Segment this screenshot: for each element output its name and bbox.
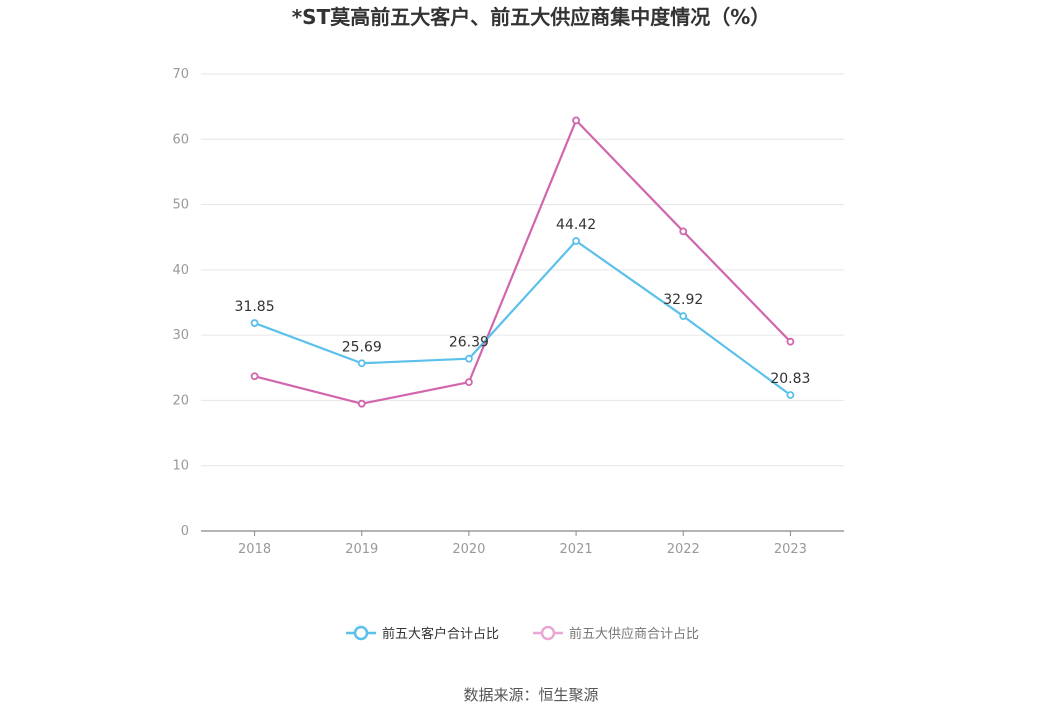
chart-title: *ST莫高前五大客户、前五大供应商集中度情况（%） [292, 5, 771, 29]
legend-swatch-marker [353, 625, 369, 641]
data-label: 26.39 [449, 335, 489, 351]
x-tick-label: 2019 [345, 542, 378, 557]
data-labels: 31.85 25.69 26.39 44.42 32.92 20.83 [235, 217, 811, 387]
gridlines [201, 73, 844, 467]
series-line-1 [254, 239, 792, 396]
x-tick-label: 2018 [238, 542, 271, 557]
series-1-point [786, 391, 795, 399]
legend-item-2[interactable]: 前五大供应商合计占比 [533, 625, 699, 642]
x-tick-label: 2023 [774, 542, 807, 557]
legend-swatch-marker [540, 625, 556, 641]
y-tick-label: 60 [172, 132, 189, 147]
series-line-2 [254, 119, 792, 405]
data-source: 数据来源：恒生聚源 [463, 686, 598, 704]
series-2-point [786, 337, 795, 346]
series-1-point [572, 237, 580, 245]
legend-item-1[interactable]: 前五大客户合计占比 [346, 625, 499, 642]
series-1-point [465, 354, 473, 363]
y-tick-label: 30 [172, 328, 189, 343]
x-axis: 2018 2019 2020 2021 2022 2023 [201, 530, 844, 557]
series-1-point [679, 312, 688, 320]
x-tick-label: 2021 [560, 542, 593, 557]
y-tick-label: 20 [172, 393, 189, 408]
series-2-point [465, 378, 473, 387]
series-2-point [250, 372, 259, 381]
data-label: 32.92 [663, 292, 703, 308]
series-2-point [679, 227, 688, 236]
y-axis: 0 10 20 30 40 50 60 70 [172, 67, 189, 539]
y-tick-label: 40 [172, 263, 189, 278]
series-layer [250, 116, 795, 408]
series-2-point [357, 399, 366, 408]
legend: 前五大客户合计占比 前五大供应商合计占比 [346, 625, 699, 642]
y-tick-label: 10 [172, 459, 189, 474]
x-tick-label: 2020 [452, 542, 485, 557]
y-tick-label: 70 [172, 67, 189, 82]
y-tick-label: 50 [172, 198, 189, 213]
data-label: 31.85 [235, 299, 275, 315]
legend-label: 前五大客户合计占比 [382, 626, 499, 642]
data-label: 44.42 [556, 217, 596, 233]
series-1-point [357, 359, 366, 368]
series-1-point [250, 319, 259, 327]
x-tick-label: 2022 [667, 542, 700, 557]
y-tick-label: 0 [181, 524, 189, 539]
data-label: 25.69 [342, 339, 382, 355]
legend-label: 前五大供应商合计占比 [569, 626, 699, 642]
series-2-point [572, 116, 580, 125]
data-label: 20.83 [770, 371, 810, 387]
